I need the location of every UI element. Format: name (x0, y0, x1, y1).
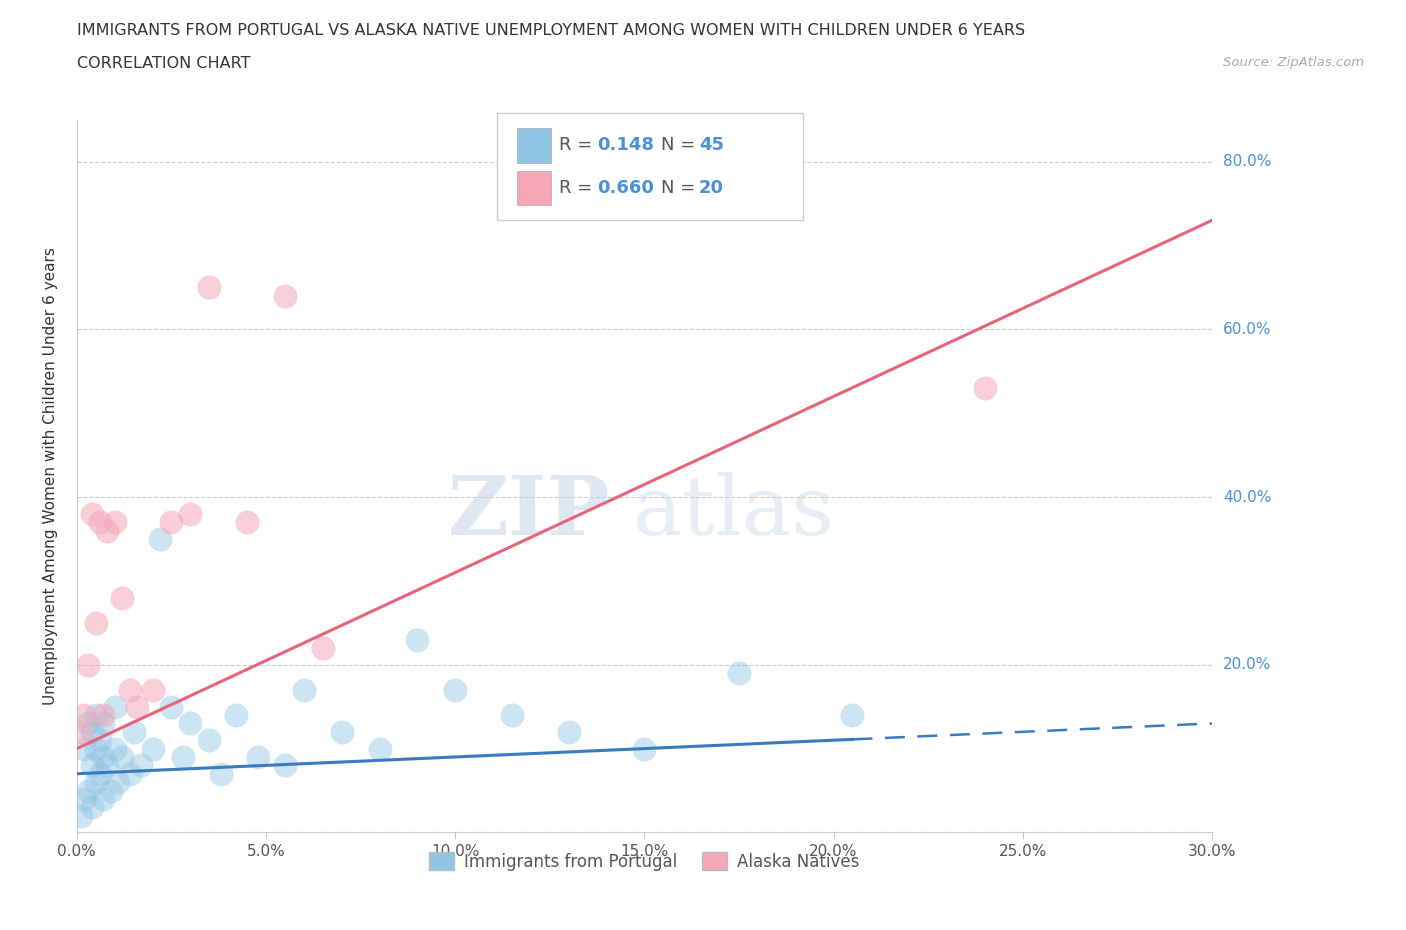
Point (111, 591, 134, 605)
Point (841, 708, 863, 723)
Point (80, 724, 103, 739)
Point (728, 666, 751, 681)
Point (84, 775, 107, 790)
Point (84, 616, 107, 631)
Point (368, 741, 391, 756)
Point (179, 507, 201, 522)
Point (93, 708, 115, 723)
Point (118, 766, 141, 781)
Point (84, 741, 107, 756)
Point (209, 766, 232, 781)
Point (73, 741, 96, 756)
Text: CORRELATION CHART: CORRELATION CHART (77, 56, 250, 71)
Text: atlas: atlas (633, 472, 835, 551)
Point (312, 641, 335, 656)
Text: N =: N = (661, 137, 702, 154)
Bar (517, 171, 551, 206)
Point (93, 750, 115, 764)
Point (93, 716, 115, 731)
Point (73, 708, 96, 723)
Text: 20.0%: 20.0% (1223, 658, 1271, 672)
Point (122, 724, 145, 739)
Text: IMMIGRANTS FROM PORTUGAL VS ALASKA NATIVE UNEMPLOYMENT AMONG WOMEN WITH CHILDREN: IMMIGRANTS FROM PORTUGAL VS ALASKA NATIV… (77, 23, 1025, 38)
Point (292, 683, 315, 698)
Point (141, 741, 163, 756)
Point (141, 683, 163, 698)
Point (84, 708, 107, 723)
Point (93, 791, 115, 806)
Text: 45: 45 (699, 137, 724, 154)
Point (80, 800, 103, 815)
Point (80, 507, 103, 522)
Point (330, 724, 353, 739)
Point (633, 741, 655, 756)
Point (557, 724, 579, 739)
Legend: Immigrants from Portugal, Alaska Natives: Immigrants from Portugal, Alaska Natives (422, 845, 866, 878)
Point (96, 524, 118, 538)
Point (973, 380, 995, 395)
Point (89, 733, 111, 748)
Point (274, 758, 297, 773)
Text: 40.0%: 40.0% (1223, 489, 1271, 505)
Bar (517, 128, 551, 163)
Text: Source: ZipAtlas.com: Source: ZipAtlas.com (1223, 56, 1364, 69)
Text: ZIP: ZIP (447, 472, 610, 551)
Point (104, 699, 127, 714)
Text: 0.660: 0.660 (596, 179, 654, 197)
Point (225, 708, 247, 723)
FancyBboxPatch shape (496, 113, 803, 219)
Text: 60.0%: 60.0% (1223, 322, 1271, 337)
Point (104, 515, 127, 530)
Point (77, 716, 100, 731)
Point (406, 632, 429, 647)
Point (160, 515, 183, 530)
Point (96, 758, 118, 773)
Point (129, 758, 152, 773)
Point (274, 288, 297, 303)
Text: 0.148: 0.148 (596, 137, 654, 154)
Point (89, 766, 111, 781)
Y-axis label: Unemployment Among Women with Children Under 6 years: Unemployment Among Women with Children U… (44, 247, 58, 705)
Point (172, 750, 194, 764)
Point (160, 699, 183, 714)
Text: R =: R = (560, 137, 598, 154)
Text: R =: R = (560, 179, 598, 197)
Point (111, 750, 134, 764)
Point (77, 783, 100, 798)
Point (118, 683, 141, 698)
Point (236, 515, 259, 530)
Point (80, 758, 103, 773)
Point (127, 699, 149, 714)
Point (198, 280, 221, 295)
Point (444, 683, 467, 698)
Point (104, 741, 127, 756)
Point (107, 775, 129, 790)
Point (247, 750, 270, 764)
Point (501, 708, 523, 723)
Text: 80.0%: 80.0% (1223, 154, 1271, 169)
Point (100, 783, 122, 798)
Point (77, 658, 100, 672)
Text: N =: N = (661, 179, 702, 197)
Point (198, 733, 221, 748)
Text: 20: 20 (699, 179, 724, 197)
Point (73, 791, 96, 806)
Point (149, 532, 172, 547)
Point (69, 808, 91, 823)
Point (179, 716, 201, 731)
Point (69, 724, 91, 739)
Point (89, 515, 111, 530)
